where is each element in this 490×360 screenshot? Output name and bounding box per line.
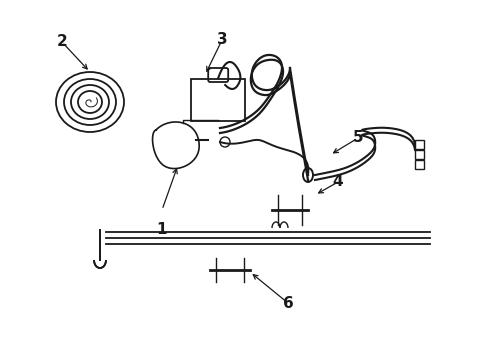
Text: 6: 6 (283, 296, 294, 310)
Text: 3: 3 (217, 32, 227, 48)
Text: 1: 1 (157, 222, 167, 238)
Text: 5: 5 (353, 130, 363, 145)
Text: 4: 4 (333, 175, 343, 189)
Text: 2: 2 (57, 35, 68, 49)
